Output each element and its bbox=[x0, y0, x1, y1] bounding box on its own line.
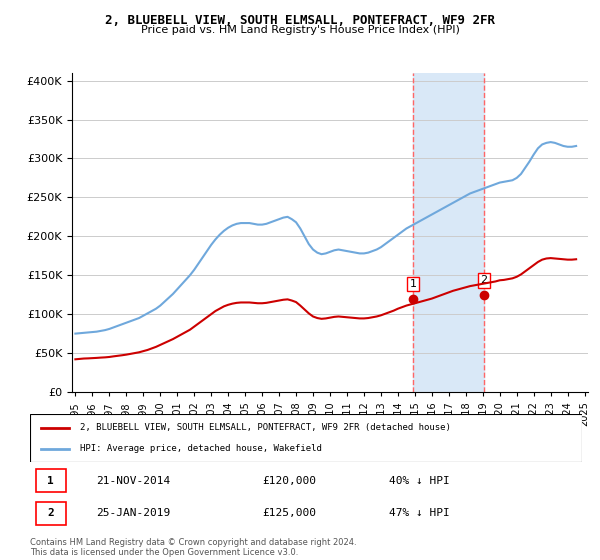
Text: Price paid vs. HM Land Registry's House Price Index (HPI): Price paid vs. HM Land Registry's House … bbox=[140, 25, 460, 35]
Text: 1: 1 bbox=[47, 476, 54, 486]
Text: 2, BLUEBELL VIEW, SOUTH ELMSALL, PONTEFRACT, WF9 2FR (detached house): 2, BLUEBELL VIEW, SOUTH ELMSALL, PONTEFR… bbox=[80, 423, 451, 432]
Bar bbox=[413, 73, 484, 392]
Text: 47% ↓ HPI: 47% ↓ HPI bbox=[389, 508, 449, 518]
Text: Contains HM Land Registry data © Crown copyright and database right 2024.
This d: Contains HM Land Registry data © Crown c… bbox=[30, 538, 356, 557]
Text: 21-NOV-2014: 21-NOV-2014 bbox=[96, 476, 170, 486]
FancyBboxPatch shape bbox=[35, 469, 66, 492]
Text: 2: 2 bbox=[47, 508, 54, 518]
Text: 2, BLUEBELL VIEW, SOUTH ELMSALL, PONTEFRACT, WF9 2FR: 2, BLUEBELL VIEW, SOUTH ELMSALL, PONTEFR… bbox=[105, 14, 495, 27]
Text: £120,000: £120,000 bbox=[262, 476, 316, 486]
Text: 25-JAN-2019: 25-JAN-2019 bbox=[96, 508, 170, 518]
Text: 1: 1 bbox=[410, 279, 416, 289]
FancyBboxPatch shape bbox=[35, 502, 66, 525]
FancyBboxPatch shape bbox=[30, 414, 582, 462]
Text: £125,000: £125,000 bbox=[262, 508, 316, 518]
Text: 40% ↓ HPI: 40% ↓ HPI bbox=[389, 476, 449, 486]
Text: HPI: Average price, detached house, Wakefield: HPI: Average price, detached house, Wake… bbox=[80, 444, 322, 453]
Text: 2: 2 bbox=[481, 276, 488, 286]
